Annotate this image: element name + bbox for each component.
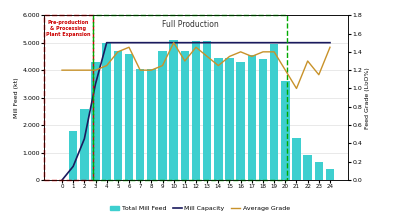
Average Grade — [283, 69, 288, 71]
Mill Capacity — [82, 138, 87, 140]
Bar — [203, 41, 211, 180]
Average Grade — [60, 69, 64, 71]
Average Grade — [305, 60, 310, 62]
Bar — [181, 51, 189, 180]
Bar — [136, 69, 144, 180]
Mill Capacity — [294, 41, 299, 44]
Mill Capacity — [127, 41, 132, 44]
Mill Capacity — [216, 41, 221, 44]
Mill Capacity — [138, 41, 142, 44]
Average Grade — [272, 51, 276, 53]
Line: Average Grade: Average Grade — [62, 43, 330, 89]
Mill Capacity — [171, 41, 176, 44]
Mill Capacity — [260, 41, 265, 44]
Mill Capacity — [160, 41, 165, 44]
Y-axis label: Feed Grade (Li₂O%): Feed Grade (Li₂O%) — [365, 67, 370, 128]
Mill Capacity — [60, 179, 64, 181]
Bar — [270, 44, 278, 180]
Bar — [147, 69, 156, 180]
Mill Capacity — [116, 41, 120, 44]
Mill Capacity — [238, 41, 243, 44]
Mill Capacity — [283, 41, 288, 44]
Average Grade — [160, 64, 165, 67]
Average Grade — [227, 55, 232, 58]
Bar — [281, 81, 290, 180]
Average Grade — [194, 46, 198, 49]
Bar — [91, 62, 100, 180]
Text: Full Production: Full Production — [162, 20, 218, 29]
Mill Capacity — [328, 41, 332, 44]
Bar — [236, 62, 245, 180]
Bar — [192, 41, 200, 180]
Average Grade — [205, 55, 210, 58]
Bar — [69, 131, 77, 180]
Bar — [170, 40, 178, 180]
Mill Capacity — [149, 41, 154, 44]
Mill Capacity — [71, 165, 76, 168]
Average Grade — [260, 51, 265, 53]
Mill Capacity — [272, 41, 276, 44]
Bar — [80, 109, 88, 180]
Mill Capacity — [305, 41, 310, 44]
Average Grade — [316, 73, 321, 76]
Mill Capacity — [250, 41, 254, 44]
Bar — [326, 169, 334, 180]
Mill Capacity — [182, 41, 187, 44]
Y-axis label: Mill Feed (kt): Mill Feed (kt) — [14, 77, 20, 118]
Mill Capacity — [93, 83, 98, 85]
Bar — [248, 55, 256, 180]
Bar — [214, 58, 222, 180]
Bar — [315, 162, 323, 180]
Average Grade — [171, 41, 176, 44]
Text: Pre-production
& Processing
Plant Expansion: Pre-production & Processing Plant Expans… — [46, 20, 90, 37]
Average Grade — [328, 46, 332, 49]
Average Grade — [116, 51, 120, 53]
Average Grade — [82, 69, 87, 71]
Average Grade — [71, 69, 76, 71]
Average Grade — [127, 46, 132, 49]
Bar — [259, 59, 267, 180]
Mill Capacity — [194, 41, 198, 44]
Average Grade — [138, 69, 142, 71]
Bar — [225, 58, 234, 180]
Bar — [114, 51, 122, 180]
Bar — [304, 155, 312, 180]
Average Grade — [216, 64, 221, 67]
Average Grade — [294, 87, 299, 90]
Mill Capacity — [104, 41, 109, 44]
Line: Mill Capacity: Mill Capacity — [62, 43, 330, 180]
Bar — [158, 51, 167, 180]
Average Grade — [149, 69, 154, 71]
Mill Capacity — [227, 41, 232, 44]
Average Grade — [104, 64, 109, 67]
Average Grade — [250, 55, 254, 58]
Average Grade — [182, 60, 187, 62]
Mill Capacity — [205, 41, 210, 44]
Average Grade — [93, 69, 98, 71]
Average Grade — [238, 51, 243, 53]
Mill Capacity — [316, 41, 321, 44]
Bar — [125, 54, 133, 180]
Bar — [102, 43, 111, 180]
Bar — [292, 138, 301, 180]
Legend: Total Mill Feed, Mill Capacity, Average Grade: Total Mill Feed, Mill Capacity, Average … — [108, 204, 292, 214]
